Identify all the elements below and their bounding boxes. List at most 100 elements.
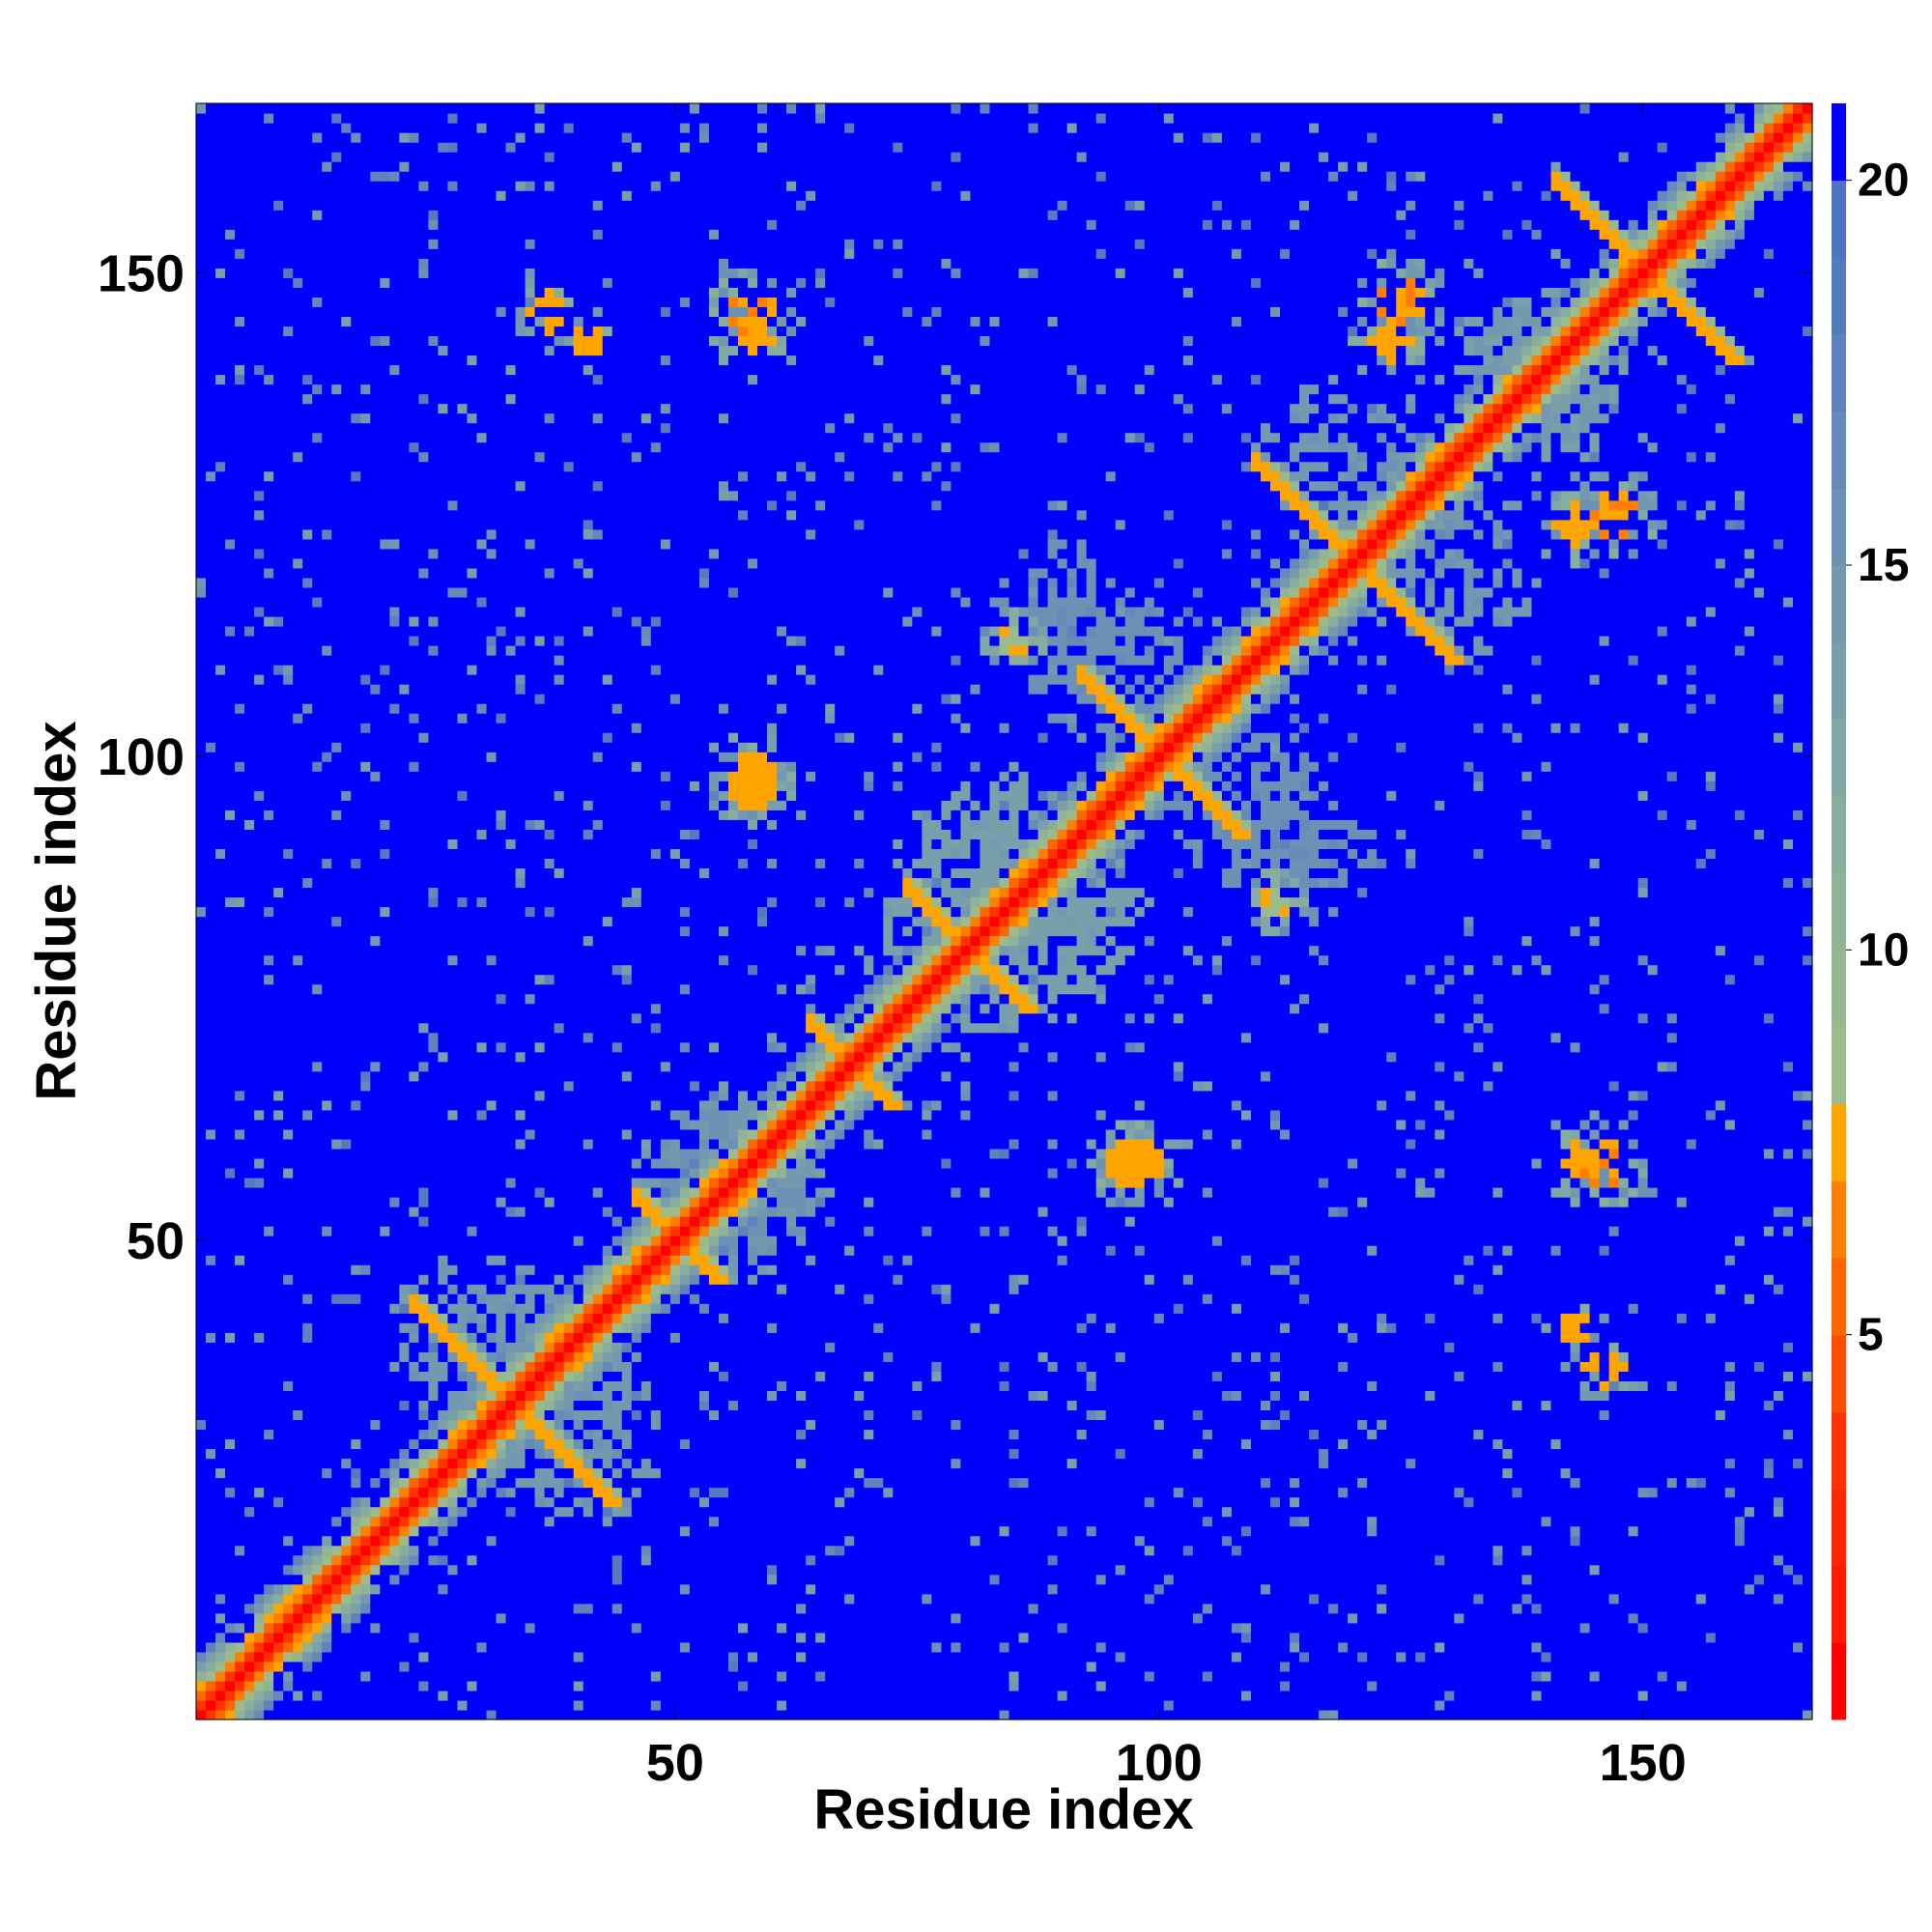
heatmap-cell bbox=[196, 1207, 207, 1217]
heatmap-cell bbox=[302, 1496, 313, 1508]
heatmap-cell bbox=[409, 470, 420, 482]
heatmap-cell bbox=[341, 1187, 352, 1198]
heatmap-cell bbox=[302, 1458, 313, 1469]
heatmap-cell bbox=[457, 1197, 469, 1208]
heatmap-cell bbox=[467, 412, 478, 424]
heatmap-cell bbox=[235, 1419, 245, 1431]
heatmap-cell bbox=[225, 384, 236, 395]
heatmap-cell bbox=[370, 1157, 381, 1169]
heatmap-cell bbox=[225, 1236, 236, 1246]
heatmap-cell bbox=[215, 326, 226, 337]
heatmap-cell bbox=[360, 655, 371, 666]
heatmap-cell bbox=[409, 586, 420, 598]
heatmap-cell bbox=[293, 1632, 303, 1643]
heatmap-cell bbox=[360, 838, 371, 849]
heatmap-cell bbox=[283, 1545, 294, 1556]
heatmap-cell bbox=[293, 355, 303, 366]
heatmap-cell bbox=[438, 1574, 449, 1585]
heatmap-cell bbox=[331, 925, 342, 937]
heatmap-cell bbox=[351, 1099, 361, 1111]
heatmap-cell bbox=[322, 1236, 332, 1246]
heatmap-cell bbox=[264, 577, 274, 588]
heatmap-cell bbox=[476, 983, 488, 995]
heatmap-cell bbox=[196, 1554, 207, 1566]
heatmap-cell bbox=[370, 781, 381, 791]
heatmap-cell bbox=[409, 790, 420, 801]
heatmap-cell bbox=[331, 596, 342, 608]
heatmap-cell bbox=[447, 606, 459, 617]
heatmap-cell bbox=[331, 1400, 342, 1411]
heatmap-cell bbox=[302, 355, 313, 366]
heatmap-cell bbox=[409, 1264, 420, 1275]
heatmap-cell bbox=[370, 1197, 381, 1208]
heatmap-cell bbox=[467, 326, 478, 337]
heatmap-cell bbox=[196, 239, 207, 249]
heatmap-cell bbox=[331, 838, 342, 849]
heatmap-cell bbox=[476, 219, 488, 230]
heatmap-cell bbox=[283, 906, 294, 918]
heatmap-cell bbox=[341, 945, 352, 956]
heatmap-cell bbox=[206, 1467, 216, 1479]
heatmap-cell bbox=[457, 1138, 469, 1150]
heatmap-cell bbox=[225, 1216, 236, 1227]
heatmap-cell bbox=[244, 723, 255, 733]
heatmap-cell bbox=[447, 1506, 459, 1518]
heatmap-cell bbox=[302, 461, 313, 472]
heatmap-cell bbox=[370, 1670, 381, 1682]
heatmap-cell bbox=[244, 1274, 255, 1285]
heatmap-cell bbox=[341, 848, 352, 859]
heatmap-cell bbox=[322, 596, 332, 608]
heatmap-cell bbox=[283, 316, 294, 327]
heatmap-cell bbox=[360, 1157, 371, 1169]
heatmap-cell bbox=[341, 103, 352, 114]
heatmap-cell bbox=[225, 1583, 236, 1595]
heatmap-cell bbox=[438, 858, 449, 869]
heatmap-cell bbox=[312, 1670, 323, 1682]
heatmap-cell bbox=[428, 925, 440, 937]
heatmap-cell bbox=[196, 645, 207, 656]
heatmap-cell bbox=[225, 1351, 236, 1362]
heatmap-cell bbox=[312, 509, 323, 521]
heatmap-cell bbox=[273, 1216, 284, 1227]
heatmap-cell bbox=[438, 229, 449, 240]
heatmap-cell bbox=[467, 964, 478, 976]
heatmap-cell bbox=[409, 829, 420, 839]
heatmap-cell bbox=[264, 1574, 274, 1585]
heatmap-cell bbox=[206, 829, 216, 839]
heatmap-cell bbox=[380, 916, 390, 927]
heatmap-cell bbox=[264, 1612, 274, 1624]
heatmap-cell bbox=[457, 161, 469, 172]
heatmap-cell bbox=[380, 403, 390, 414]
heatmap-cell bbox=[428, 655, 440, 666]
heatmap-cell bbox=[341, 1564, 352, 1576]
heatmap-cell bbox=[312, 983, 323, 995]
heatmap-cell bbox=[467, 819, 478, 830]
heatmap-cell bbox=[235, 1012, 245, 1024]
heatmap-cell bbox=[331, 615, 342, 627]
heatmap-cell bbox=[273, 1274, 284, 1285]
heatmap-cell bbox=[235, 1090, 245, 1101]
heatmap-cell bbox=[225, 258, 236, 269]
heatmap-cell bbox=[293, 1506, 303, 1518]
heatmap-cell bbox=[389, 1680, 400, 1691]
heatmap-cell bbox=[476, 509, 488, 521]
heatmap-cell bbox=[264, 1322, 274, 1333]
heatmap-cell bbox=[273, 771, 284, 781]
heatmap-cell bbox=[360, 1593, 371, 1605]
heatmap-cell bbox=[399, 451, 410, 463]
heatmap-cell bbox=[244, 1245, 255, 1256]
heatmap-cell bbox=[457, 945, 469, 956]
heatmap-cell bbox=[206, 1342, 216, 1352]
heatmap-cell bbox=[418, 1690, 430, 1701]
heatmap-cell bbox=[225, 123, 236, 133]
heatmap-cell bbox=[457, 606, 469, 617]
heatmap-cell bbox=[380, 1458, 390, 1469]
heatmap-cell bbox=[447, 239, 459, 249]
heatmap-cell bbox=[244, 499, 255, 511]
heatmap-cell bbox=[273, 538, 284, 550]
heatmap-cell bbox=[244, 1342, 255, 1352]
heatmap-cell bbox=[302, 838, 313, 849]
heatmap-cell bbox=[476, 810, 488, 820]
heatmap-cell bbox=[312, 887, 323, 898]
heatmap-cell bbox=[418, 103, 430, 114]
